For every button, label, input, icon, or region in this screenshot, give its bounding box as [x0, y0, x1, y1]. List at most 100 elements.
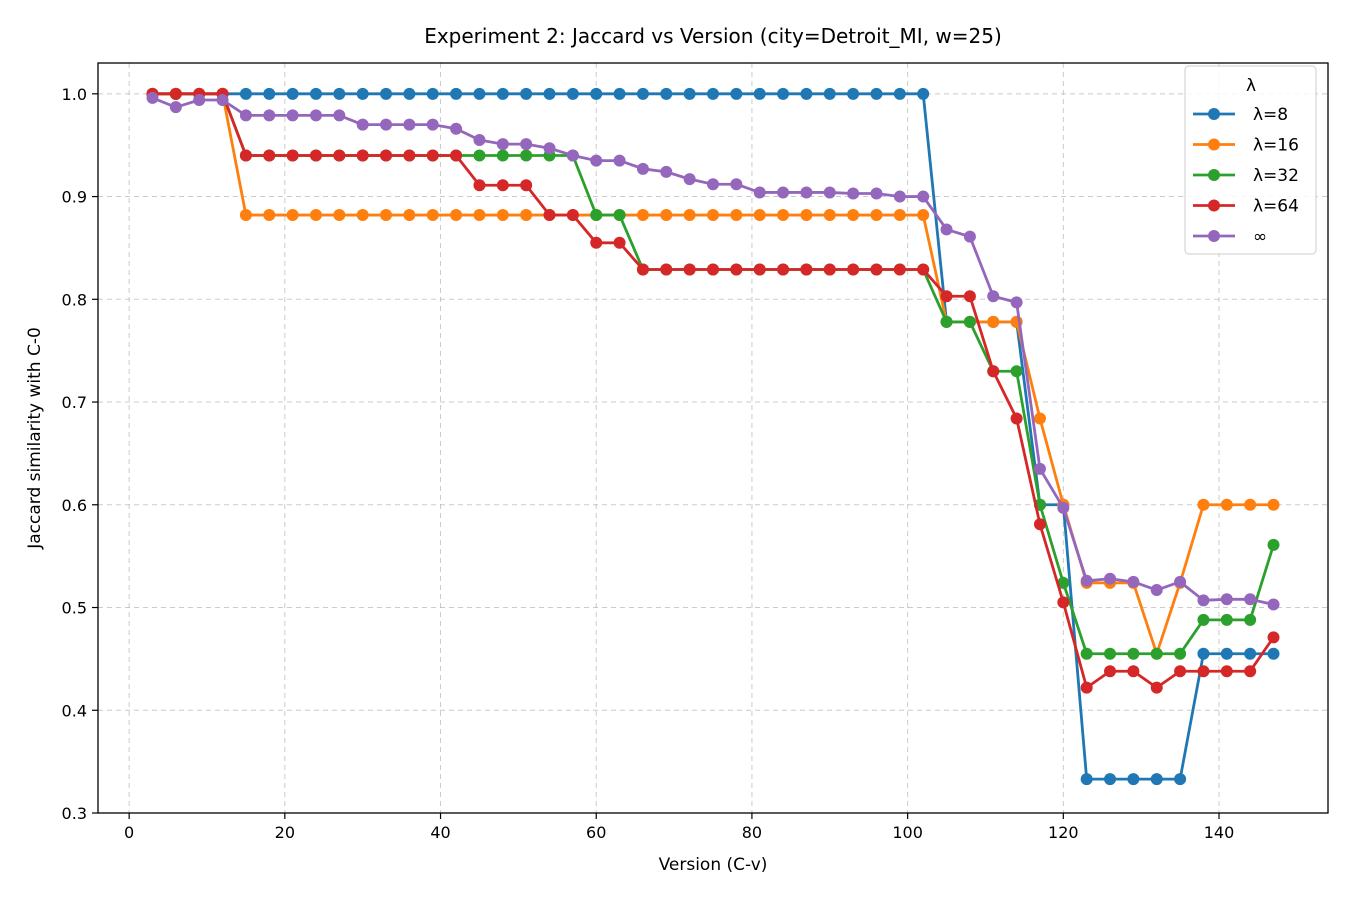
- data-point: [800, 186, 813, 199]
- data-point: [1080, 773, 1093, 786]
- data-point: [613, 87, 626, 100]
- data-point: [893, 209, 906, 222]
- data-point: [590, 236, 603, 249]
- data-point: [1267, 498, 1280, 511]
- data-point: [286, 109, 299, 122]
- data-point: [1127, 575, 1140, 588]
- legend-label: λ=64: [1253, 197, 1299, 217]
- data-point: [309, 209, 322, 222]
- data-point: [847, 263, 860, 276]
- data-point: [263, 109, 276, 122]
- y-tick-label: 0.7: [62, 393, 87, 412]
- data-point: [777, 186, 790, 199]
- data-point: [473, 134, 486, 147]
- data-point: [566, 149, 579, 162]
- data-point: [263, 149, 276, 162]
- data-point: [893, 190, 906, 203]
- data-point: [1127, 647, 1140, 660]
- data-point: [660, 165, 673, 178]
- data-point: [707, 178, 719, 191]
- x-tick-label: 100: [892, 823, 923, 842]
- data-point: [169, 87, 182, 100]
- y-axis-label: Jaccard similarity with C-0: [25, 327, 45, 550]
- data-point: [823, 186, 836, 199]
- data-point: [1057, 501, 1070, 514]
- data-point: [870, 209, 883, 222]
- data-point: [1104, 572, 1117, 585]
- data-point: [543, 209, 556, 222]
- data-point: [800, 209, 813, 222]
- data-point: [613, 236, 626, 249]
- data-point: [1244, 665, 1257, 678]
- data-point: [1057, 576, 1070, 589]
- data-point: [1150, 647, 1163, 660]
- data-point: [496, 138, 509, 151]
- data-point: [1267, 598, 1280, 611]
- data-point: [263, 87, 276, 100]
- data-point: [356, 87, 369, 100]
- x-tick-label: 20: [275, 823, 295, 842]
- x-axis-label: Version (C-v): [659, 855, 768, 875]
- legend-swatch-marker: [1208, 169, 1220, 181]
- data-point: [917, 190, 930, 203]
- data-point: [1033, 412, 1046, 425]
- series-5: [146, 91, 1280, 611]
- data-point: [216, 93, 229, 106]
- data-point: [823, 87, 836, 100]
- data-point: [777, 263, 790, 276]
- series-layer: [146, 87, 1280, 786]
- x-tick-label: 0: [124, 823, 134, 842]
- data-point: [496, 209, 509, 222]
- data-point: [1080, 574, 1093, 587]
- data-point: [426, 209, 439, 222]
- data-point: [286, 209, 299, 222]
- data-point: [309, 109, 322, 122]
- data-point: [893, 263, 906, 276]
- data-point: [520, 209, 533, 222]
- data-point: [286, 87, 299, 100]
- legend-label: λ=32: [1253, 166, 1299, 186]
- data-point: [426, 149, 439, 162]
- series-line: [151, 96, 1274, 606]
- data-point: [1220, 593, 1233, 606]
- data-point: [1010, 412, 1023, 425]
- data-point: [356, 209, 369, 222]
- data-point: [683, 263, 696, 276]
- data-point: [893, 87, 906, 100]
- x-tick-label: 120: [1048, 823, 1079, 842]
- data-point: [309, 149, 322, 162]
- data-point: [520, 138, 533, 151]
- data-point: [847, 87, 860, 100]
- data-point: [753, 263, 766, 276]
- series-line: [152, 92, 1274, 656]
- y-tick-label: 0.4: [62, 701, 87, 720]
- y-tick-label: 1.0: [62, 85, 87, 104]
- data-point: [403, 149, 416, 162]
- data-point: [590, 154, 603, 167]
- data-point: [543, 87, 556, 100]
- data-point: [987, 290, 1000, 303]
- data-point: [403, 209, 416, 222]
- data-point: [169, 101, 182, 114]
- legend-item: λ=8: [1193, 105, 1288, 125]
- data-point: [777, 209, 790, 222]
- data-point: [1150, 584, 1163, 597]
- data-point: [847, 187, 860, 200]
- data-point: [823, 209, 836, 222]
- data-point: [1267, 647, 1280, 660]
- data-point: [1057, 596, 1070, 609]
- data-point: [636, 209, 649, 222]
- y-tick-label: 0.6: [62, 496, 87, 515]
- series-1: [146, 87, 1280, 786]
- data-point: [520, 149, 533, 162]
- y-tick-label: 0.5: [62, 599, 87, 618]
- data-point: [473, 149, 486, 162]
- data-point: [707, 209, 719, 222]
- data-point: [1104, 665, 1117, 678]
- data-point: [963, 290, 976, 303]
- data-point: [496, 179, 509, 192]
- data-point: [450, 122, 463, 135]
- legend-title: λ: [1246, 76, 1256, 96]
- data-point: [286, 149, 299, 162]
